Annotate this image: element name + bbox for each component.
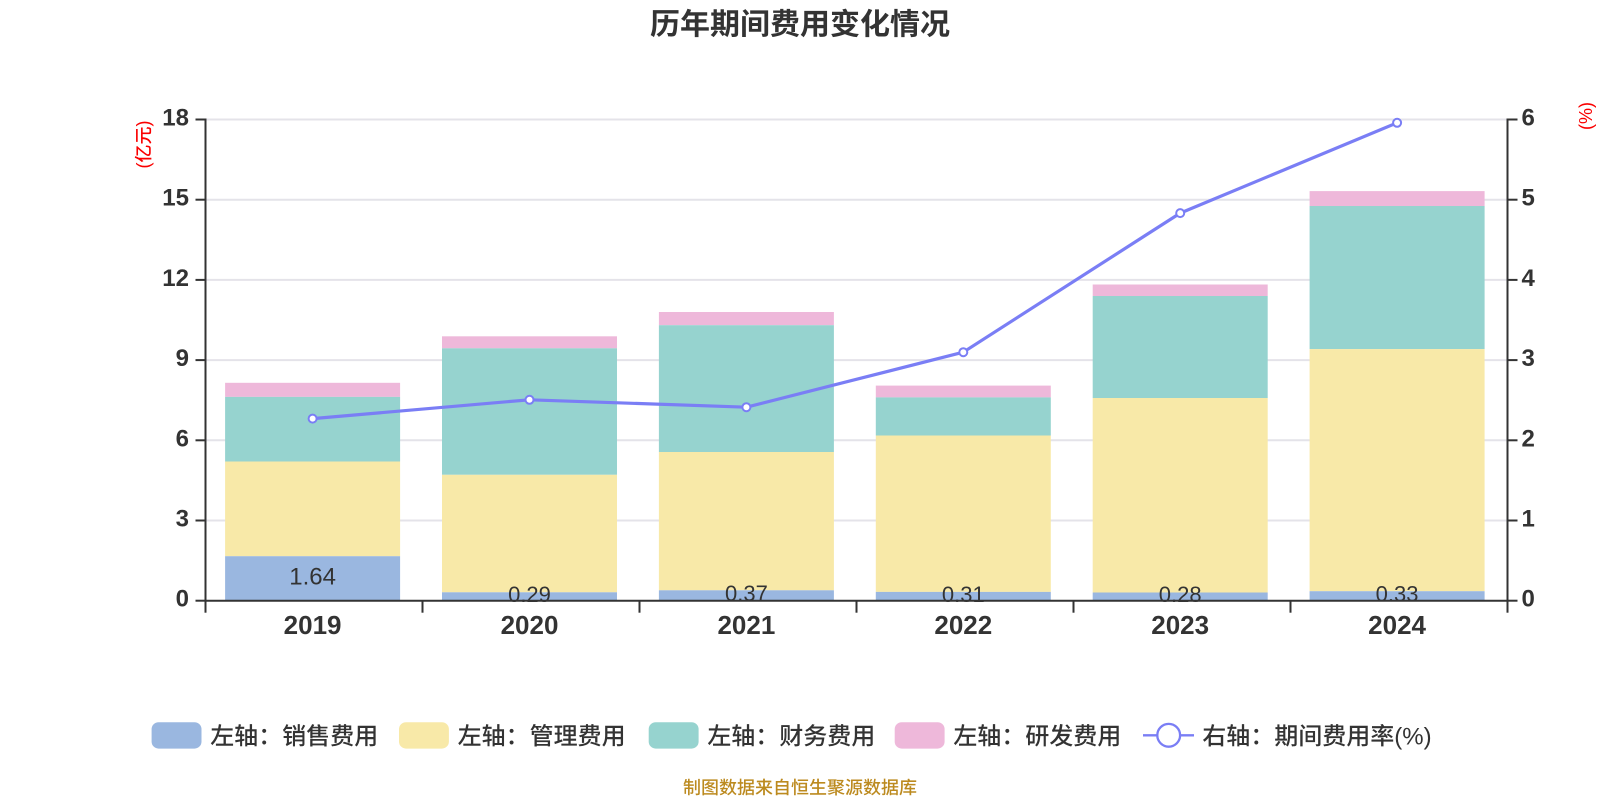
svg-text:3: 3 (1522, 345, 1535, 372)
svg-text:6: 6 (176, 425, 189, 452)
svg-text:6: 6 (1522, 105, 1535, 132)
svg-text:2024: 2024 (1368, 610, 1426, 640)
svg-text:0.31: 0.31 (942, 582, 985, 607)
svg-text:3: 3 (176, 506, 189, 533)
svg-text:2: 2 (1522, 425, 1535, 452)
svg-text:15: 15 (162, 185, 189, 212)
svg-text:9: 9 (176, 345, 189, 372)
svg-text:4: 4 (1522, 265, 1536, 292)
svg-text:2019: 2019 (284, 610, 342, 640)
svg-text:0.37: 0.37 (725, 581, 768, 606)
svg-text:2021: 2021 (717, 610, 775, 640)
svg-text:0: 0 (1522, 586, 1535, 613)
svg-text:0.29: 0.29 (508, 582, 551, 607)
svg-text:12: 12 (162, 265, 189, 292)
svg-text:5: 5 (1522, 185, 1535, 212)
svg-text:0: 0 (176, 586, 189, 613)
svg-text:0.33: 0.33 (1376, 582, 1419, 607)
svg-text:0.28: 0.28 (1159, 582, 1202, 607)
svg-text:2023: 2023 (1151, 610, 1209, 640)
svg-text:(%): (%) (1576, 102, 1596, 130)
svg-text:18: 18 (162, 105, 189, 132)
svg-text:1: 1 (1522, 506, 1535, 533)
svg-text:2022: 2022 (934, 610, 992, 640)
svg-text:): ) (133, 121, 153, 127)
svg-text:(%): (%) (1394, 723, 1431, 750)
svg-text:(: ( (133, 163, 153, 169)
svg-text:2020: 2020 (501, 610, 559, 640)
svg-text:1.64: 1.64 (289, 564, 336, 591)
